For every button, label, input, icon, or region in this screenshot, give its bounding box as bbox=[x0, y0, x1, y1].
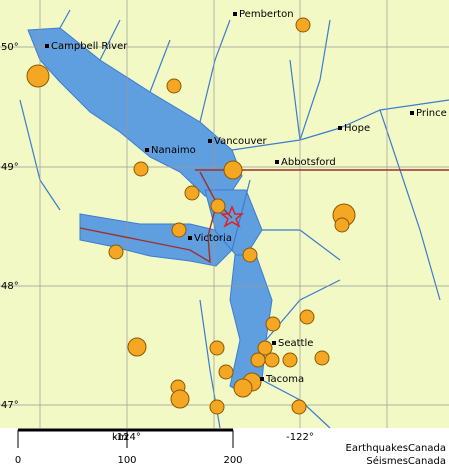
city-label: Seattle bbox=[278, 338, 313, 349]
city-marker bbox=[338, 126, 342, 130]
city-label: Victoria bbox=[194, 233, 232, 244]
city-label: Vancouver bbox=[214, 136, 268, 147]
city-label: Hope bbox=[344, 123, 370, 134]
lat-label: 49° bbox=[1, 162, 19, 173]
city-marker bbox=[260, 377, 264, 381]
scale-tick-label: 200 bbox=[223, 455, 242, 466]
city-marker bbox=[233, 12, 237, 16]
footer bbox=[0, 428, 449, 467]
scale-tick-label: 0 bbox=[15, 455, 21, 466]
lon-label: -124° bbox=[113, 432, 141, 443]
city-marker bbox=[208, 139, 212, 143]
scale-bar bbox=[17, 428, 234, 448]
credit: EarthquakesCanada bbox=[346, 443, 446, 454]
city-marker bbox=[45, 44, 49, 48]
city-marker bbox=[272, 341, 276, 345]
city-marker bbox=[410, 111, 414, 115]
epicenter-star bbox=[219, 205, 245, 228]
credit: SéismesCanada bbox=[366, 455, 446, 467]
lat-label: 47° bbox=[1, 400, 19, 411]
city-label: Abbotsford bbox=[281, 157, 336, 168]
city-label: Pemberton bbox=[239, 9, 294, 20]
lon-label: -122° bbox=[286, 432, 314, 443]
scale-tick-label: 100 bbox=[117, 455, 136, 466]
city-label: Prince bbox=[416, 108, 447, 119]
city-label: Tacoma bbox=[265, 374, 304, 385]
lat-label: 48° bbox=[1, 281, 19, 292]
city-label: Campbell River bbox=[51, 41, 128, 52]
city-marker bbox=[275, 160, 279, 164]
lat-label: 50° bbox=[1, 42, 19, 53]
city-marker bbox=[145, 148, 149, 152]
city-marker bbox=[188, 236, 192, 240]
earthquakes bbox=[26, 17, 356, 415]
city-label: Nanaimo bbox=[151, 145, 196, 156]
scale-unit: km bbox=[112, 432, 128, 443]
